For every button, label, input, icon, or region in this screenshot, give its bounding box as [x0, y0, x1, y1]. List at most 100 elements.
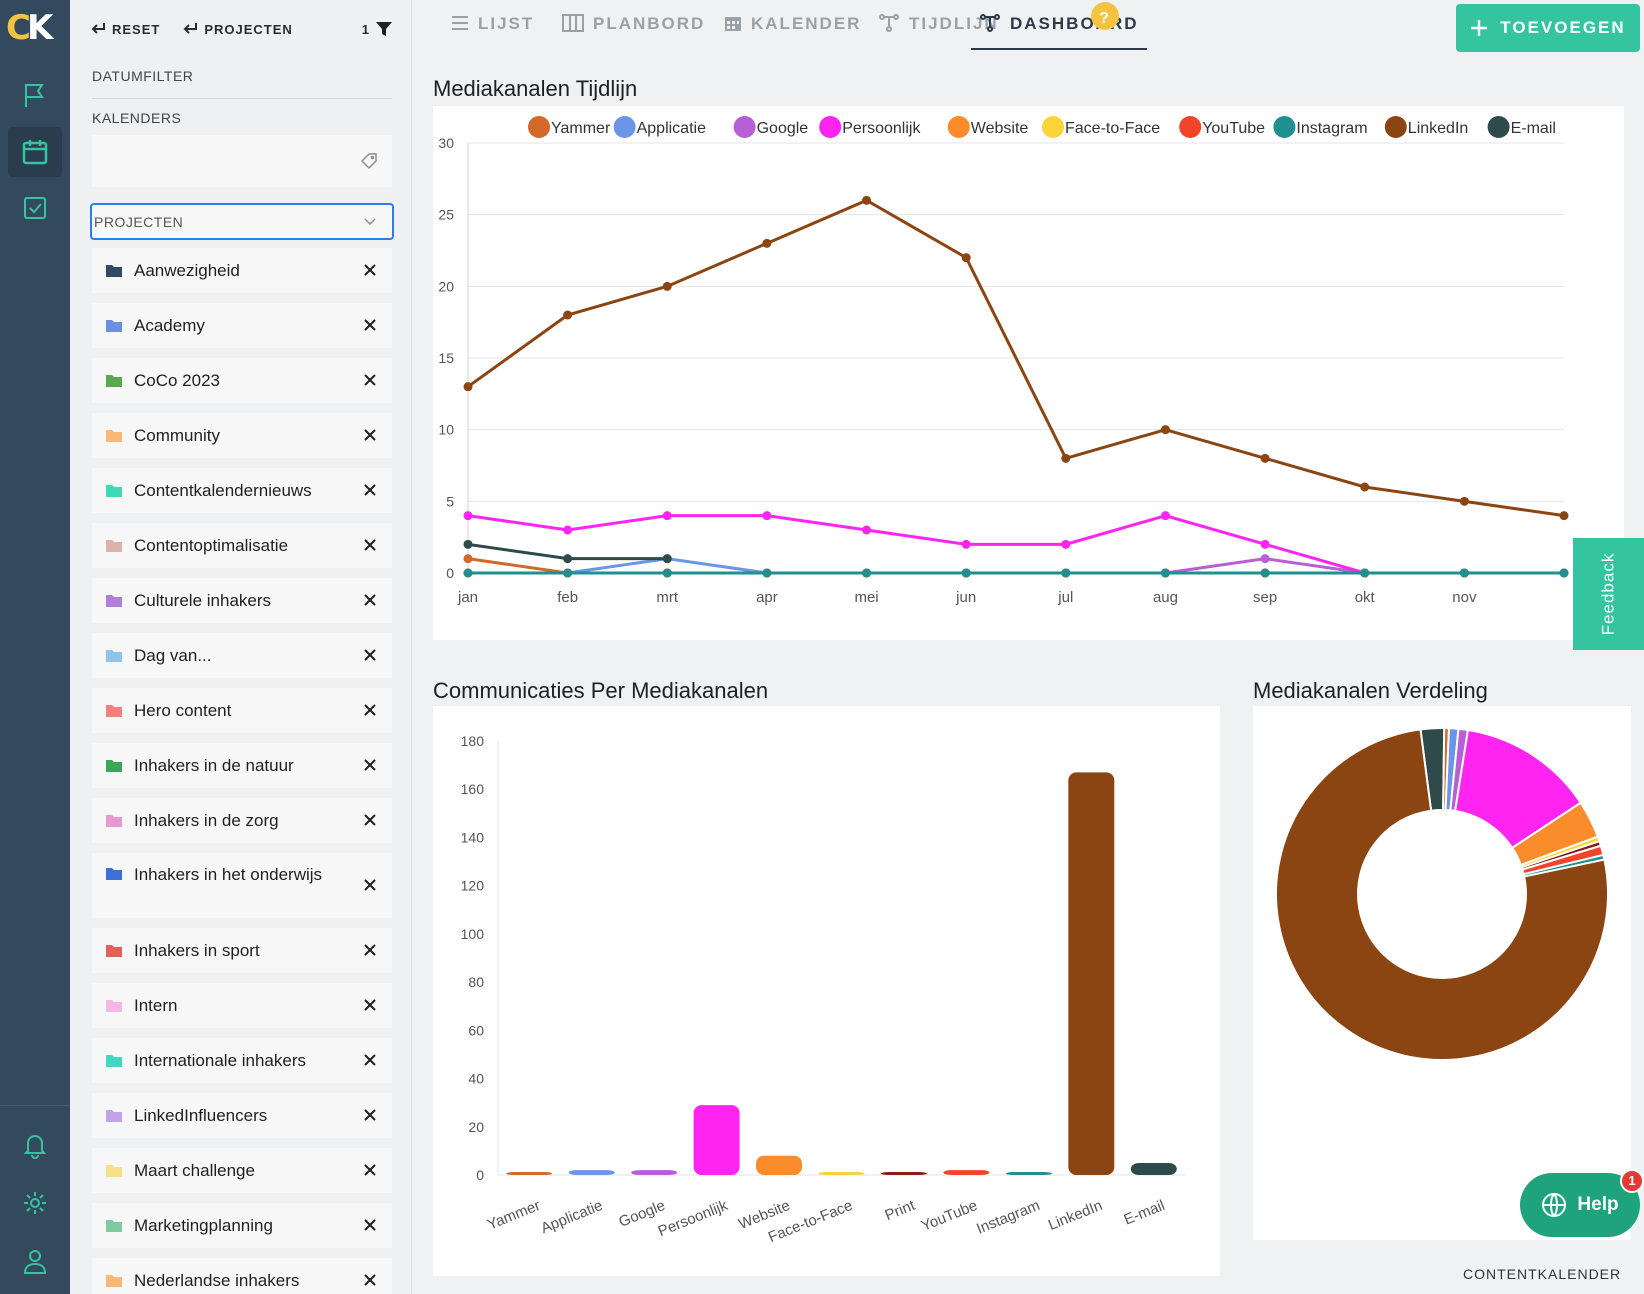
legend-swatch	[947, 116, 970, 138]
remove-icon[interactable]	[362, 877, 378, 893]
project-item[interactable]: Dag van...	[92, 633, 392, 678]
data-point	[662, 281, 672, 291]
project-item[interactable]: Nederlandse inhakers	[92, 1258, 392, 1294]
remove-icon[interactable]	[362, 1107, 378, 1123]
remove-icon[interactable]	[362, 482, 378, 498]
project-item[interactable]: Contentkalendernieuws	[92, 468, 392, 513]
data-point	[1160, 511, 1170, 521]
calendar-icon	[22, 140, 48, 165]
project-item[interactable]: Inhakers in sport	[92, 928, 392, 973]
project-item[interactable]: Community	[92, 413, 392, 458]
data-point	[862, 525, 872, 535]
remove-icon[interactable]	[362, 1217, 378, 1233]
help-button[interactable]: Help 1	[1520, 1169, 1644, 1237]
remove-icon[interactable]	[362, 317, 378, 333]
folder-icon	[106, 430, 122, 442]
remove-icon[interactable]	[362, 702, 378, 718]
project-item[interactable]: CoCo 2023	[92, 358, 392, 403]
project-name: Aanwezigheid	[134, 260, 240, 280]
remove-icon[interactable]	[362, 537, 378, 553]
remove-icon[interactable]	[362, 647, 378, 663]
legend-label: LinkedIn	[1408, 120, 1469, 137]
folder-icon	[106, 540, 122, 552]
project-name: Contentkalendernieuws	[134, 480, 312, 500]
x-tick-label: LinkedIn	[1046, 1197, 1105, 1234]
project-item[interactable]: Contentoptimalisatie	[92, 523, 392, 568]
data-point	[563, 554, 573, 564]
help-question-icon[interactable]: ?	[1091, 2, 1119, 30]
legend-swatch	[819, 116, 842, 138]
remove-icon[interactable]	[362, 262, 378, 278]
x-tick-label: Instagram	[974, 1197, 1042, 1238]
tab-lijst[interactable]: LIJST	[451, 14, 534, 50]
remove-icon[interactable]	[362, 592, 378, 608]
remove-icon[interactable]	[362, 1272, 378, 1288]
filter-count-button[interactable]: 1	[362, 22, 392, 37]
rail-calendar-button[interactable]	[8, 127, 62, 177]
remove-icon[interactable]	[362, 1162, 378, 1178]
project-item[interactable]: Marketingplanning	[92, 1203, 392, 1248]
project-item[interactable]: Internationale inhakers	[92, 1038, 392, 1083]
remove-icon[interactable]	[362, 427, 378, 443]
app-logo[interactable]: CK	[6, 8, 53, 48]
project-item[interactable]: Inhakers in de natuur	[92, 743, 392, 788]
data-point	[463, 554, 473, 564]
y-tick-label: 40	[468, 1071, 484, 1087]
folder-icon	[106, 868, 122, 880]
footer-brand[interactable]: CONTENTKALENDER	[1463, 1266, 1622, 1282]
folder-icon	[106, 1165, 122, 1177]
data-point	[1260, 453, 1270, 463]
project-item[interactable]: Hero content	[92, 688, 392, 733]
project-item[interactable]: Inhakers in de zorg	[92, 798, 392, 843]
data-point	[1061, 539, 1071, 549]
remove-icon[interactable]	[362, 1052, 378, 1068]
data-point	[1459, 568, 1469, 578]
tab-planbord[interactable]: PLANBORD	[562, 14, 705, 50]
chevron-down-icon	[364, 218, 376, 226]
remove-icon[interactable]	[362, 372, 378, 388]
tab-tijdlijn[interactable]: TIJDLIJN	[878, 14, 999, 50]
projecten-select[interactable]: PROJECTEN	[90, 203, 394, 240]
remove-icon[interactable]	[362, 942, 378, 958]
rail-flag-button[interactable]	[8, 70, 62, 120]
datumfilter-label[interactable]: DATUMFILTER	[92, 68, 194, 84]
feedback-tab[interactable]: Feedback	[1573, 538, 1644, 650]
legend-label: Persoonlijk	[842, 120, 921, 137]
legend-label: E-mail	[1511, 120, 1556, 137]
tab-kalender[interactable]: KALENDER	[724, 14, 861, 50]
timeline-chart-title: Mediakanalen Tijdlijn	[433, 76, 638, 101]
project-item[interactable]: Aanwezigheid	[92, 248, 392, 293]
remove-icon[interactable]	[362, 997, 378, 1013]
rail-tasks-button[interactable]	[8, 183, 62, 233]
y-tick-label: 10	[438, 422, 454, 438]
x-tick-label: mei	[854, 589, 878, 606]
x-tick-label: Print	[882, 1197, 918, 1225]
data-point	[563, 310, 573, 320]
donut-chart-card	[1253, 706, 1631, 1240]
project-item[interactable]: Culturele inhakers	[92, 578, 392, 623]
project-name: Academy	[134, 315, 205, 335]
donut-chart	[1275, 727, 1609, 1061]
tab-dashboard[interactable]: ? DASHBOARD	[971, 2, 1147, 50]
project-item[interactable]: Academy	[92, 303, 392, 348]
data-point	[662, 511, 672, 521]
remove-icon[interactable]	[362, 757, 378, 773]
project-item[interactable]: Inhakers in het onderwijs	[92, 853, 392, 918]
folder-icon	[106, 1275, 122, 1287]
rail-notifications-button[interactable]	[8, 1120, 62, 1170]
data-point	[1260, 539, 1270, 549]
reset-button[interactable]: RESET	[90, 22, 160, 37]
projecten-button[interactable]: PROJECTEN	[182, 22, 292, 37]
project-item[interactable]: Maart challenge	[92, 1148, 392, 1193]
project-item[interactable]: Intern	[92, 983, 392, 1028]
data-point	[463, 382, 473, 392]
add-button[interactable]: TOEVOEGEN	[1456, 4, 1640, 52]
bar	[693, 1105, 740, 1175]
x-tick-label: Applicatie	[539, 1197, 606, 1237]
rail-settings-button[interactable]	[8, 1178, 62, 1228]
rail-profile-button[interactable]	[8, 1236, 62, 1286]
remove-icon[interactable]	[362, 812, 378, 828]
kalenders-input[interactable]	[92, 135, 392, 187]
bar	[756, 1155, 803, 1175]
project-item[interactable]: LinkedInfluencers	[92, 1093, 392, 1138]
